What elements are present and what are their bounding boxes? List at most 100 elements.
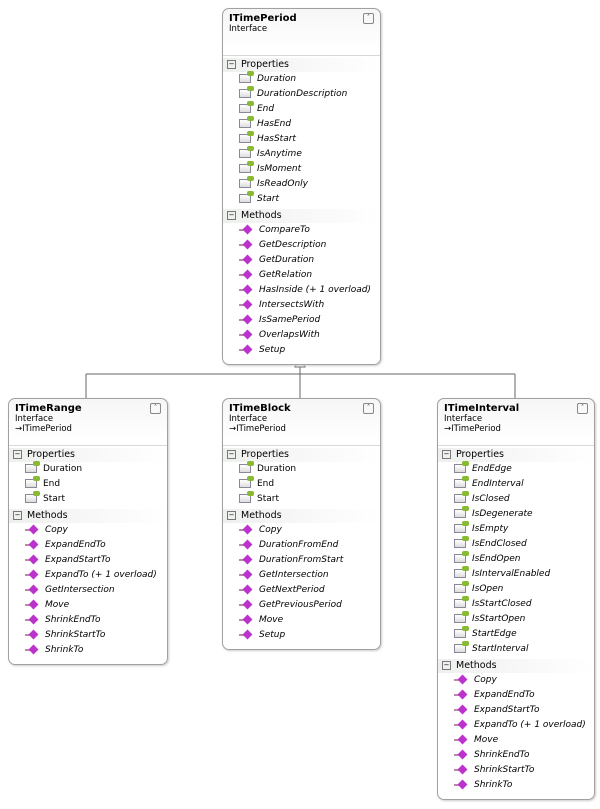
method-item[interactable]: ExpandEndTo	[438, 688, 594, 703]
itimeperiod-interface-box[interactable]: ITimePeriod Interface ˆ − Properties Duratio…	[222, 8, 381, 365]
method-name: IntersectsWith	[259, 300, 325, 310]
method-icon	[454, 750, 468, 760]
property-icon	[239, 71, 254, 83]
collapse-chevron-icon[interactable]: ˆ	[363, 13, 374, 24]
property-item[interactable]: StartInterval	[438, 641, 594, 657]
property-item[interactable]: IsStartClosed	[438, 596, 594, 612]
property-item[interactable]: IsEndClosed	[438, 536, 594, 552]
collapse-chevron-icon[interactable]: ˆ	[363, 403, 374, 414]
interface-kind: Interface	[229, 24, 268, 34]
property-item[interactable]: End	[223, 476, 380, 492]
property-name: EndInterval	[472, 479, 524, 489]
property-item[interactable]: IsOpen	[438, 581, 594, 597]
property-item[interactable]: End	[9, 476, 167, 492]
method-item[interactable]: OverlapsWith	[223, 328, 380, 343]
collapse-minus-icon[interactable]: −	[227, 60, 236, 69]
properties-section-header[interactable]: − Properties	[9, 448, 167, 462]
method-item[interactable]: ShrinkStartTo	[438, 763, 594, 778]
method-item[interactable]: GetDescription	[223, 238, 380, 253]
method-item[interactable]: GetRelation	[223, 268, 380, 283]
method-item[interactable]: Copy	[223, 523, 380, 538]
method-name: ShrinkEndTo	[474, 750, 530, 760]
property-item[interactable]: End	[223, 101, 380, 117]
property-item[interactable]: IsEmpty	[438, 521, 594, 537]
property-item[interactable]: Start	[223, 191, 380, 207]
method-icon	[239, 345, 253, 355]
properties-section-header[interactable]: − Properties	[223, 448, 380, 462]
method-item[interactable]: ExpandTo (+ 1 overload)	[438, 718, 594, 733]
method-item[interactable]: GetDuration	[223, 253, 380, 268]
property-item[interactable]: IsIntervalEnabled	[438, 566, 594, 582]
itimeblock-interface-box[interactable]: ITimeBlock Interface →ITimePeriod ˆ − Proper…	[222, 398, 381, 650]
method-item[interactable]: Copy	[438, 673, 594, 688]
method-item[interactable]: IsSamePeriod	[223, 313, 380, 328]
properties-section-header[interactable]: − Properties	[438, 448, 594, 462]
method-item[interactable]: GetPreviousPeriod	[223, 598, 380, 613]
property-item[interactable]: IsReadOnly	[223, 176, 380, 192]
itimerange-interface-box[interactable]: ITimeRange Interface →ITimePeriod ˆ − Proper…	[8, 398, 168, 665]
property-item[interactable]: Duration	[9, 461, 167, 477]
method-name: Move	[45, 600, 70, 610]
property-item[interactable]: IsStartOpen	[438, 611, 594, 627]
properties-section-header[interactable]: − Properties	[223, 58, 380, 72]
property-item[interactable]: EndEdge	[438, 461, 594, 477]
collapse-minus-icon[interactable]: −	[13, 511, 22, 520]
property-item[interactable]: IsEndOpen	[438, 551, 594, 567]
method-item[interactable]: HasInside (+ 1 overload)	[223, 283, 380, 298]
method-item[interactable]: Setup	[223, 343, 380, 358]
property-item[interactable]: IsAnytime	[223, 146, 380, 162]
collapse-minus-icon[interactable]: −	[227, 211, 236, 220]
method-item[interactable]: ExpandTo (+ 1 overload)	[9, 568, 167, 583]
property-item[interactable]: IsMoment	[223, 161, 380, 177]
method-item[interactable]: Copy	[9, 523, 167, 538]
method-name: ExpandTo (+ 1 overload)	[45, 570, 157, 580]
methods-section-header[interactable]: − Methods	[438, 659, 594, 673]
property-item[interactable]: IsDegenerate	[438, 506, 594, 522]
method-item[interactable]: GetIntersection	[223, 568, 380, 583]
method-item[interactable]: DurationFromStart	[223, 553, 380, 568]
collapse-minus-icon[interactable]: −	[13, 450, 22, 459]
property-item[interactable]: HasStart	[223, 131, 380, 147]
property-item[interactable]: Duration	[223, 461, 380, 477]
interface-kind: Interface	[444, 414, 483, 424]
itimeinterval-interface-box[interactable]: ITimeInterval Interface →ITimePeriod ˆ − Pro…	[437, 398, 595, 800]
property-item[interactable]: IsClosed	[438, 491, 594, 507]
property-item[interactable]: Start	[9, 491, 167, 507]
methods-section-header[interactable]: − Methods	[9, 509, 167, 523]
property-item[interactable]: Duration	[223, 71, 380, 87]
collapse-chevron-icon[interactable]: ˆ	[577, 403, 588, 414]
method-item[interactable]: IntersectsWith	[223, 298, 380, 313]
method-item[interactable]: ShrinkStartTo	[9, 628, 167, 643]
method-name: ShrinkTo	[474, 780, 513, 790]
method-item[interactable]: Setup	[223, 628, 380, 643]
method-item[interactable]: ExpandEndTo	[9, 538, 167, 553]
property-item[interactable]: HasEnd	[223, 116, 380, 132]
methods-section-header[interactable]: − Methods	[223, 209, 380, 223]
method-item[interactable]: ExpandStartTo	[438, 703, 594, 718]
collapse-chevron-icon[interactable]: ˆ	[150, 403, 161, 414]
method-item[interactable]: Move	[9, 598, 167, 613]
method-item[interactable]: ExpandStartTo	[9, 553, 167, 568]
method-name: Copy	[45, 525, 68, 535]
method-item[interactable]: ShrinkTo	[438, 778, 594, 793]
property-item[interactable]: EndInterval	[438, 476, 594, 492]
property-name: Start	[257, 494, 279, 504]
method-icon	[25, 525, 39, 535]
property-item[interactable]: StartEdge	[438, 626, 594, 642]
method-item[interactable]: Move	[223, 613, 380, 628]
methods-section-header[interactable]: − Methods	[223, 509, 380, 523]
collapse-minus-icon[interactable]: −	[442, 661, 451, 670]
collapse-minus-icon[interactable]: −	[227, 511, 236, 520]
method-item[interactable]: DurationFromEnd	[223, 538, 380, 553]
method-item[interactable]: ShrinkEndTo	[9, 613, 167, 628]
property-item[interactable]: DurationDescription	[223, 86, 380, 102]
collapse-minus-icon[interactable]: −	[227, 450, 236, 459]
method-item[interactable]: GetNextPeriod	[223, 583, 380, 598]
method-item[interactable]: Move	[438, 733, 594, 748]
property-item[interactable]: Start	[223, 491, 380, 507]
method-item[interactable]: GetIntersection	[9, 583, 167, 598]
collapse-minus-icon[interactable]: −	[442, 450, 451, 459]
method-item[interactable]: CompareTo	[223, 223, 380, 238]
method-item[interactable]: ShrinkEndTo	[438, 748, 594, 763]
method-item[interactable]: ShrinkTo	[9, 643, 167, 658]
